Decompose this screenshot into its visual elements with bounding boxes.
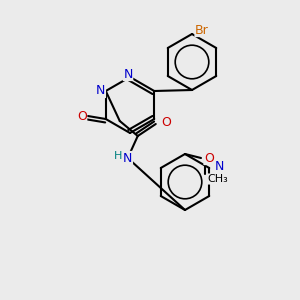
- Text: O: O: [161, 116, 171, 128]
- Text: N: N: [123, 152, 132, 164]
- Text: O: O: [77, 110, 87, 122]
- Text: CH₃: CH₃: [207, 174, 228, 184]
- Text: H: H: [114, 151, 122, 161]
- Text: N: N: [123, 68, 133, 80]
- Text: O: O: [204, 152, 214, 164]
- Text: Br: Br: [195, 23, 209, 37]
- Text: N: N: [96, 85, 105, 98]
- Text: N: N: [215, 160, 225, 172]
